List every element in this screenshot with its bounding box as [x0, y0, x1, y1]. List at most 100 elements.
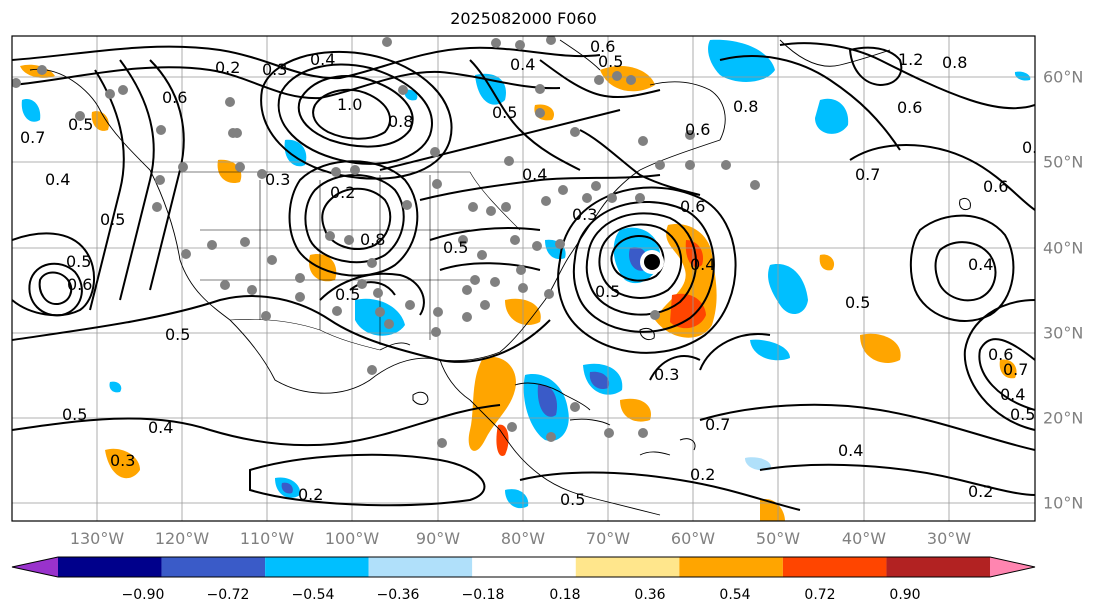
contour-label: 0.5: [100, 210, 125, 229]
contour-label: 0.6: [685, 120, 710, 139]
colorbar-extend-high: [990, 557, 1035, 577]
minor-contours: [412, 197, 971, 451]
lat-label: 40°N: [1043, 238, 1084, 258]
lon-label: 80°W: [500, 529, 546, 548]
lon-label: 40°W: [841, 529, 887, 548]
contour-label: 0.5: [443, 238, 468, 257]
contour-label: 0.7: [1003, 360, 1028, 379]
contour-label: 0.5: [845, 293, 870, 312]
contour-label: 0.6: [988, 345, 1013, 364]
contour-label: 0.2: [330, 183, 355, 202]
contour-label: 0.2: [690, 465, 715, 484]
contour-label: 0.4: [690, 255, 715, 274]
colorbar-extend-low: [12, 557, 58, 577]
lat-label: 30°N: [1043, 323, 1084, 343]
colorbar-segment: [161, 557, 266, 577]
colorbar-tick-label: 0.36: [634, 587, 666, 603]
map-frame: [11, 35, 1036, 522]
colorbar-segment: [58, 557, 162, 577]
colorbar-segment: [368, 557, 473, 577]
lat-label: 10°N: [1043, 493, 1084, 513]
contour-label: 0.8: [942, 53, 967, 72]
contour-label: 0.2: [968, 482, 993, 501]
lon-label: 50°W: [755, 529, 801, 548]
contour-label: 0.6: [983, 177, 1008, 196]
contour-label: 0.8: [360, 230, 385, 249]
contour-label: 0.7: [705, 415, 730, 434]
colorbar-segment: [886, 557, 990, 577]
contour-label: 0.4: [45, 170, 70, 189]
contour-label: 0.6: [590, 37, 615, 56]
colorbar-tick-label: −0.18: [461, 587, 505, 603]
lon-label: 110°W: [239, 529, 295, 548]
lat-label: 20°N: [1043, 408, 1084, 428]
contour-label: 0.5: [595, 282, 620, 301]
map-title: 2025082000 F060: [450, 9, 597, 28]
colorbar-segment: [265, 557, 369, 577]
contour-label: 0.6: [1022, 138, 1047, 157]
contour-label: 0.7: [20, 128, 45, 147]
colorbar-tick-label: 0.72: [804, 587, 836, 603]
coastlines: [29, 39, 891, 516]
contour-label: 0.4: [522, 165, 547, 184]
colorbar-tick-label: 0.54: [719, 587, 751, 603]
colorbar-tick-label: 0.18: [549, 587, 581, 603]
colorbar-segment: [679, 557, 783, 577]
station-dots: [12, 36, 760, 448]
contour-label: 0.3: [654, 365, 679, 384]
contour-label: 0.4: [1000, 385, 1025, 404]
contour-label: 0.7: [855, 165, 880, 184]
contour-label: 0.6: [680, 197, 705, 216]
contour-lines: [12, 42, 1035, 511]
contour-label: 0.3: [110, 451, 135, 470]
colorbar-segment: [472, 557, 576, 577]
contour-label: 0.8: [733, 97, 758, 116]
contour-label: 0.5: [560, 490, 585, 509]
colorbar-tick-label: 0.90: [889, 587, 921, 603]
colorbar-segment: [575, 557, 680, 577]
colorbar-segment: [782, 557, 887, 577]
contour-label: 0.4: [510, 55, 535, 74]
contour-label: 0.3: [265, 170, 290, 189]
colorbar-tick-label: −0.72: [206, 587, 250, 603]
lon-label: 90°W: [415, 529, 461, 548]
contour-label: 0.8: [388, 112, 413, 131]
contour-label: 0.5: [335, 285, 360, 304]
contour-label: 0.2: [215, 58, 240, 77]
contour-label: 0.4: [968, 255, 993, 274]
lat-label: 60°N: [1043, 67, 1084, 87]
lon-label: 120°W: [154, 529, 210, 548]
lon-label: 100°W: [324, 529, 380, 548]
contour-label: 0.5: [165, 325, 190, 344]
contour-label: 0.5: [492, 103, 517, 122]
colorbar-tick-label: −0.36: [376, 587, 420, 603]
contour-labels: 0.2 0.3 0.4 1.0 0.8 0.5 0.6 0.4 0.5 0.6 …: [20, 37, 1047, 509]
colorbar-outline: [11, 556, 1036, 578]
contour-label: 0.4: [148, 418, 173, 437]
contour-label: 1.2: [898, 50, 923, 69]
colorbar-tick-label: −0.54: [291, 587, 335, 603]
gridlines: [12, 36, 1035, 521]
contour-label: 0.3: [572, 205, 597, 224]
contour-label: 0.5: [598, 52, 623, 71]
contour-label: 0.5: [62, 405, 87, 424]
colorbar: [11, 556, 1036, 578]
contour-label: 0.6: [67, 275, 92, 294]
contour-label: 0.6: [162, 88, 187, 107]
contour-label: 0.4: [310, 50, 335, 69]
weather-map: 0.2 0.3 0.4 1.0 0.8 0.5 0.6 0.4 0.5 0.6 …: [11, 35, 1047, 522]
lon-label: 30°W: [926, 529, 972, 548]
contour-label: 0.2: [298, 485, 323, 504]
cyclone-center-marker: [640, 250, 664, 274]
lon-label: 60°W: [670, 529, 716, 548]
lon-label: 70°W: [585, 529, 631, 548]
contour-label: 0.5: [66, 252, 91, 271]
contour-label: 1.0: [337, 95, 362, 114]
lon-label: 130°W: [69, 529, 125, 548]
contour-label: 0.5: [1010, 405, 1035, 424]
contour-label: 0.3: [262, 60, 287, 79]
contour-label: 0.5: [68, 115, 93, 134]
contour-label: 0.4: [838, 441, 863, 460]
lat-label: 50°N: [1043, 152, 1084, 172]
colorbar-tick-label: −0.90: [121, 587, 165, 603]
